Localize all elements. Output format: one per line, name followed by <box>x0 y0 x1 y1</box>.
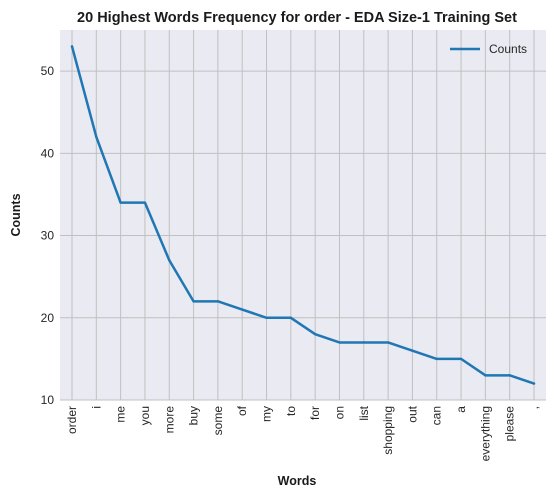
data-point <box>362 341 365 344</box>
x-tick-label: please <box>503 406 517 442</box>
x-tick-label: everything <box>478 406 492 461</box>
x-tick-label: for <box>308 406 322 420</box>
data-point <box>95 135 98 139</box>
legend: Counts <box>450 42 527 56</box>
x-axis-label: Words <box>278 474 317 488</box>
x-tick-label: can <box>430 406 444 425</box>
y-axis-ticks: 10 20 30 40 50 <box>41 64 55 407</box>
data-point <box>532 382 536 385</box>
series-line-counts <box>70 45 536 385</box>
grid-lines <box>60 30 546 401</box>
y-tick-label: 40 <box>41 146 55 160</box>
data-point <box>459 357 463 361</box>
chart-title: 20 Highest Words Frequency for order - E… <box>77 10 517 26</box>
y-tick-label: 10 <box>41 393 55 407</box>
x-tick-label: out <box>405 405 419 422</box>
x-tick-label: of <box>235 405 249 416</box>
x-tick-label: to <box>284 406 298 416</box>
x-tick-label: more <box>162 406 176 434</box>
data-point <box>313 333 317 336</box>
legend-label-counts: Counts <box>489 42 527 56</box>
x-tick-label: list <box>357 405 371 420</box>
x-tick-label: i <box>89 406 103 409</box>
data-point <box>508 374 511 377</box>
x-tick-label: , <box>527 406 541 409</box>
x-tick-label: buy <box>187 406 201 425</box>
data-point <box>168 259 171 262</box>
x-tick-label: order <box>65 406 79 434</box>
data-point <box>411 349 414 352</box>
data-points <box>70 45 536 385</box>
y-axis-label: Counts <box>9 193 23 236</box>
data-point <box>241 308 244 311</box>
x-axis-ticks: order i me you more buy some of my to for on list sho… <box>65 405 541 461</box>
data-point <box>70 45 74 48</box>
data-point <box>119 201 122 204</box>
x-tick-label: a <box>454 406 468 413</box>
x-tick-label: some <box>211 406 225 436</box>
x-tick-label: on <box>332 406 346 419</box>
data-point <box>265 316 268 319</box>
data-point <box>143 201 147 204</box>
data-point <box>289 316 293 319</box>
data-point <box>484 374 487 377</box>
y-tick-label: 30 <box>41 229 55 243</box>
data-point <box>192 300 195 303</box>
plot-area <box>60 30 546 400</box>
x-tick-label: shopping <box>381 406 395 455</box>
data-point <box>216 300 220 303</box>
y-tick-label: 50 <box>41 64 55 78</box>
data-point <box>435 357 438 361</box>
x-tick-label: my <box>260 406 274 422</box>
data-point <box>386 341 390 344</box>
data-point <box>338 341 341 344</box>
x-tick-label: you <box>138 406 152 425</box>
y-tick-label: 20 <box>41 311 55 325</box>
x-tick-label: me <box>114 406 128 423</box>
